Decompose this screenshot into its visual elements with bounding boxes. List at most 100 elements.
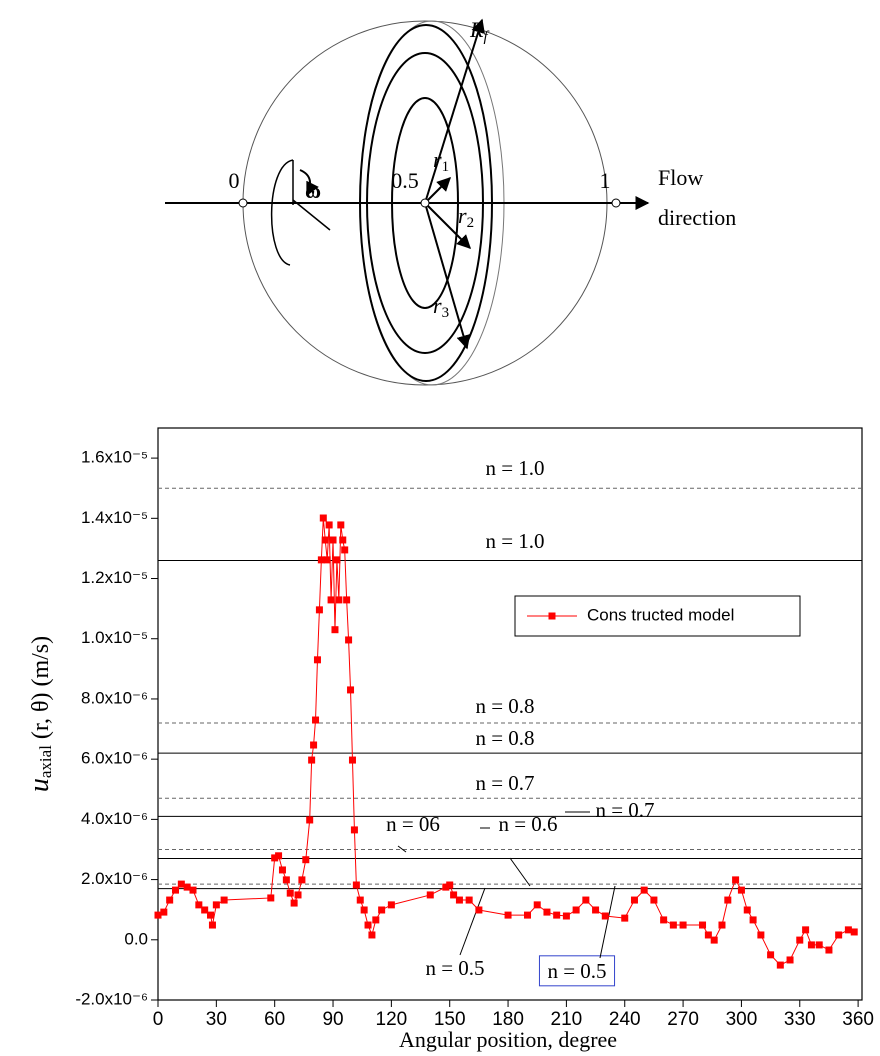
data-point [660, 916, 668, 924]
y-subscript: axial [36, 745, 55, 778]
y-tick-label: 4.0x10⁻⁶ [81, 809, 148, 828]
data-point [315, 606, 323, 614]
data-point [294, 891, 302, 899]
data-point [329, 536, 337, 544]
data-point [352, 881, 360, 889]
axis-label: 0 [229, 168, 240, 193]
data-point [201, 906, 209, 914]
data-point [524, 911, 532, 919]
data-point [562, 912, 570, 920]
reference-label: n = 0.5 [547, 959, 606, 983]
data-point [160, 908, 168, 916]
data-point [724, 896, 732, 904]
data-point [306, 816, 314, 824]
data-point [767, 951, 775, 959]
data-point [679, 921, 687, 929]
y-tick-label: 6.0x10⁻⁶ [81, 749, 148, 768]
x-tick-label: 60 [264, 1009, 285, 1030]
data-point [572, 906, 580, 914]
y-axis-title: uaxial (r, θ) (m/s) [24, 636, 55, 792]
data-point [835, 931, 843, 939]
x-tick-label: 150 [434, 1009, 466, 1030]
data-point [364, 921, 372, 929]
radius-subscript: f [483, 29, 489, 45]
axis-label: 0.5 [391, 168, 419, 193]
data-point [592, 906, 600, 914]
series-line [157, 517, 855, 966]
x-tick-label: 180 [492, 1009, 524, 1030]
x-axis-title: Angular position, degree [399, 1027, 617, 1052]
legend-marker [548, 612, 556, 620]
data-point [207, 911, 215, 919]
radius-label: r2 [458, 203, 474, 231]
y-tick-label: 8.0x10⁻⁶ [81, 688, 148, 707]
data-point [331, 626, 339, 634]
data-point [450, 891, 458, 899]
reference-label: n = 0.5 [425, 956, 484, 980]
data-point [356, 896, 364, 904]
x-tick-label: 360 [842, 1009, 874, 1030]
data-point [183, 883, 191, 891]
data-point [815, 941, 823, 949]
data-point [669, 921, 677, 929]
label-box [538, 955, 616, 987]
data-point [323, 556, 331, 564]
data-point [737, 886, 745, 894]
data-point [650, 896, 658, 904]
label-leader [599, 885, 616, 959]
data-point [345, 636, 353, 644]
data-point [208, 921, 216, 929]
data-point [699, 921, 707, 929]
data-point [732, 876, 740, 884]
data-point [319, 514, 327, 522]
data-point [317, 556, 325, 564]
data-point [825, 946, 833, 954]
data-point [749, 916, 757, 924]
data-point [372, 916, 380, 924]
reference-label: n = 1.0 [485, 529, 544, 553]
plot-frame [157, 427, 863, 1001]
data-point [177, 880, 185, 888]
y-symbol: u [24, 778, 55, 792]
data-point [308, 756, 316, 764]
data-point [298, 876, 306, 884]
radius-symbol: r [458, 203, 467, 228]
radius-label: r1 [433, 147, 449, 175]
data-point [189, 886, 197, 894]
data-point [543, 908, 551, 916]
data-point [802, 926, 810, 934]
radius-subscript: 1 [442, 159, 450, 175]
radius-symbol: r [433, 147, 442, 172]
data-point [504, 911, 512, 919]
x-tick-label: 270 [667, 1009, 699, 1030]
data-point [844, 926, 852, 934]
data-point [360, 906, 368, 914]
data-point [350, 826, 358, 834]
data-point [446, 881, 454, 889]
data-point [601, 912, 609, 920]
data-point [347, 686, 355, 694]
data-point [718, 921, 726, 929]
reference-label: n = 0.6 [498, 812, 557, 836]
reference-label: n = 0.8 [475, 726, 534, 750]
radius-symbol: r [433, 293, 442, 318]
data-point [368, 931, 376, 939]
data-point [313, 656, 321, 664]
x-tick-label: 210 [551, 1009, 583, 1030]
data-point [475, 906, 483, 914]
data-point [312, 716, 320, 724]
data-point [220, 896, 228, 904]
data-point [757, 931, 765, 939]
data-point [333, 556, 341, 564]
data-point [455, 896, 463, 904]
label-leader [397, 845, 407, 853]
data-point [850, 928, 858, 936]
data-point [275, 852, 283, 860]
y-tick-label: 1.0x10⁻⁵ [81, 628, 148, 647]
legend-label: Cons tructed model [587, 605, 734, 624]
flow-label: direction [658, 205, 736, 230]
data-point [286, 889, 294, 897]
data-point [640, 886, 648, 894]
data-point [302, 856, 310, 864]
